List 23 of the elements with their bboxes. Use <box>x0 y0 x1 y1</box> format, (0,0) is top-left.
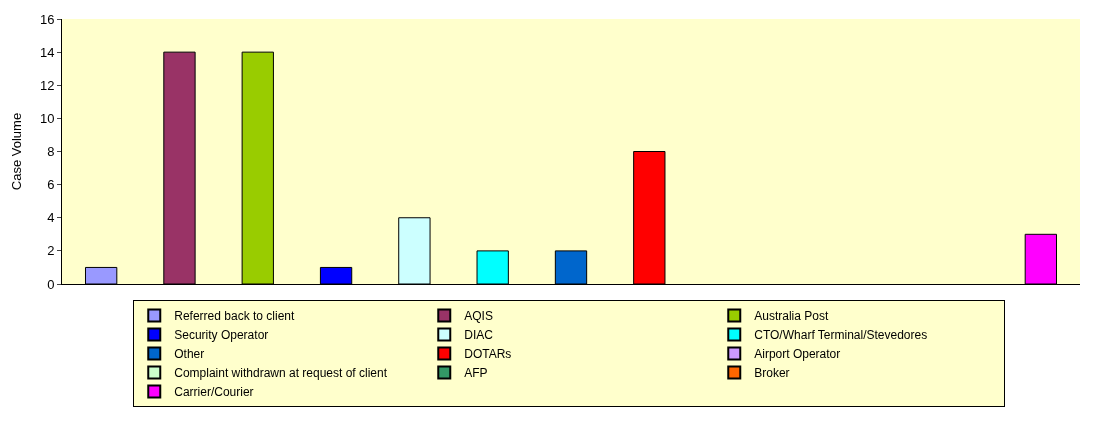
legend-label: Carrier/Courier <box>174 385 254 400</box>
y-tick-label: 6 <box>47 177 55 193</box>
y-tick-label: 14 <box>39 44 55 60</box>
legend-label: AQIS <box>464 309 493 324</box>
legend-label: Complaint withdrawn at request of client <box>174 366 388 381</box>
y-axis-title: Case Volume <box>8 112 24 191</box>
legend-label: Referred back to client <box>174 309 295 324</box>
legend-label: Broker <box>754 366 790 381</box>
legend-label: DOTARs <box>464 347 512 362</box>
legend-label: AFP <box>464 366 488 381</box>
y-tick-label: 2 <box>47 243 55 259</box>
y-tick-label: 10 <box>39 110 55 126</box>
y-tick-label: 16 <box>39 11 55 27</box>
legend-label: Airport Operator <box>754 347 841 362</box>
y-tick-label: 0 <box>47 276 55 292</box>
legend-label: Australia Post <box>754 309 829 324</box>
y-tick-label: 4 <box>47 210 55 226</box>
legend-label: CTO/Wharf Terminal/Stevedores <box>754 328 928 343</box>
legend-label: DIAC <box>464 328 494 343</box>
y-tick-label: 8 <box>47 144 55 160</box>
legend-label: Other <box>174 347 205 362</box>
legend-label: Security Operator <box>174 328 269 343</box>
y-tick-label: 12 <box>39 77 55 93</box>
